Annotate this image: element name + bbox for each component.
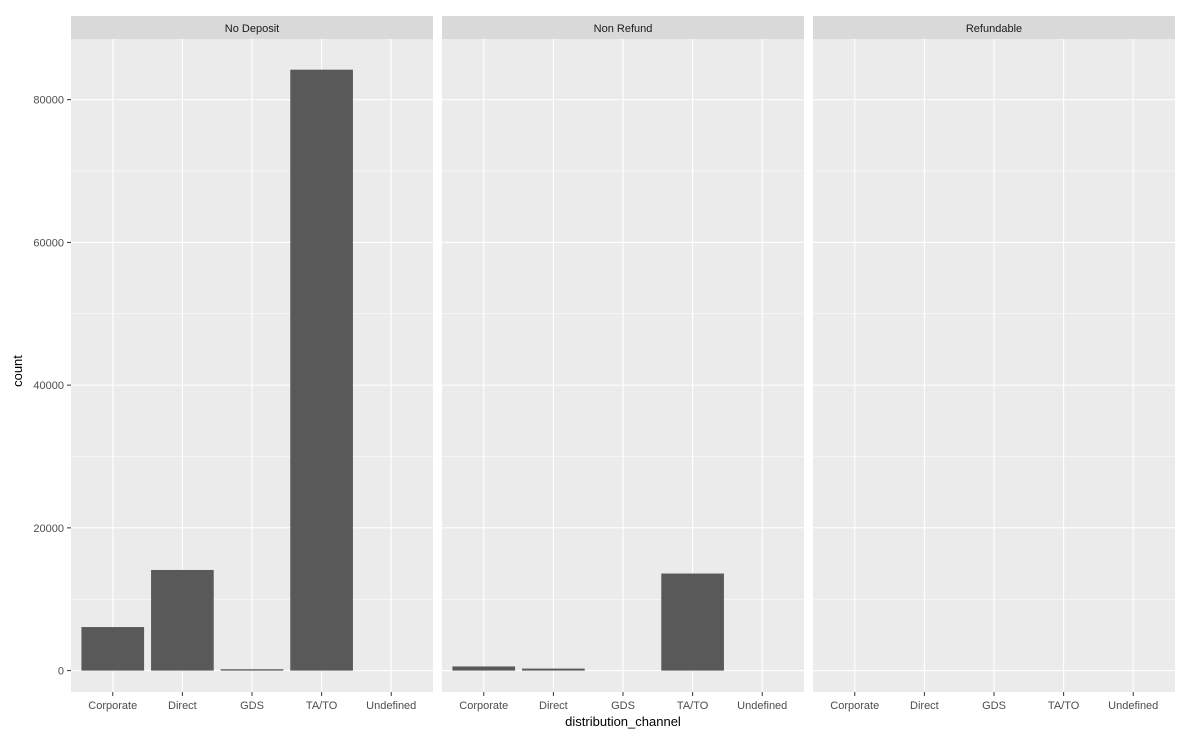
- bar: [522, 668, 585, 671]
- y-axis-title: count: [10, 355, 25, 387]
- x-tick-label: GDS: [240, 700, 264, 712]
- y-tick-label: 20000: [33, 523, 64, 535]
- x-tick-label: Direct: [168, 700, 197, 712]
- bar: [290, 69, 353, 671]
- facet-strip: [71, 16, 433, 39]
- y-axis: 0 20000 40000 60000 80000: [33, 95, 71, 678]
- facet-strip: [442, 16, 804, 39]
- facet-strip: [813, 16, 1175, 39]
- facet-panel: No Deposit Corporate Direct GDS TA/TO Undefin…: [71, 16, 433, 712]
- x-tick-label: TA/TO: [1048, 700, 1080, 712]
- x-tick-label: Corporate: [88, 700, 137, 712]
- x-tick-label: Undefined: [1108, 700, 1158, 712]
- x-tick-label: GDS: [982, 700, 1006, 712]
- x-tick-label: Direct: [539, 700, 568, 712]
- x-tick-label: GDS: [611, 700, 635, 712]
- bar: [151, 569, 214, 671]
- y-tick-label: 60000: [33, 237, 64, 249]
- x-tick-label: Undefined: [737, 700, 787, 712]
- x-tick-label: Corporate: [830, 700, 879, 712]
- facet-panels: No Deposit Corporate Direct GDS TA/TO Undefin…: [71, 16, 1175, 712]
- x-tick-label: Corporate: [459, 700, 508, 712]
- y-tick-label: 40000: [33, 380, 64, 392]
- bar: [661, 573, 724, 671]
- facet-panel: Non Refund Corporate Direct GDS TA/TO Undefin…: [442, 16, 804, 712]
- y-tick-label: 80000: [33, 95, 64, 107]
- bar: [81, 627, 145, 671]
- facet-strip-label: Refundable: [966, 23, 1022, 35]
- x-tick-label: Undefined: [366, 700, 416, 712]
- x-tick-label: TA/TO: [677, 700, 709, 712]
- facet-strip-label: No Deposit: [225, 23, 279, 35]
- bar: [452, 666, 516, 671]
- x-tick-label: TA/TO: [306, 700, 338, 712]
- x-axis-title: distribution_channel: [565, 714, 681, 729]
- facet-strip-label: Non Refund: [594, 23, 653, 35]
- bar: [220, 669, 284, 671]
- facet-panel: Refundable Corporate Direct GDS TA/TO Undefin…: [813, 16, 1175, 712]
- y-tick-label: 0: [58, 666, 64, 678]
- x-tick-label: Direct: [910, 700, 939, 712]
